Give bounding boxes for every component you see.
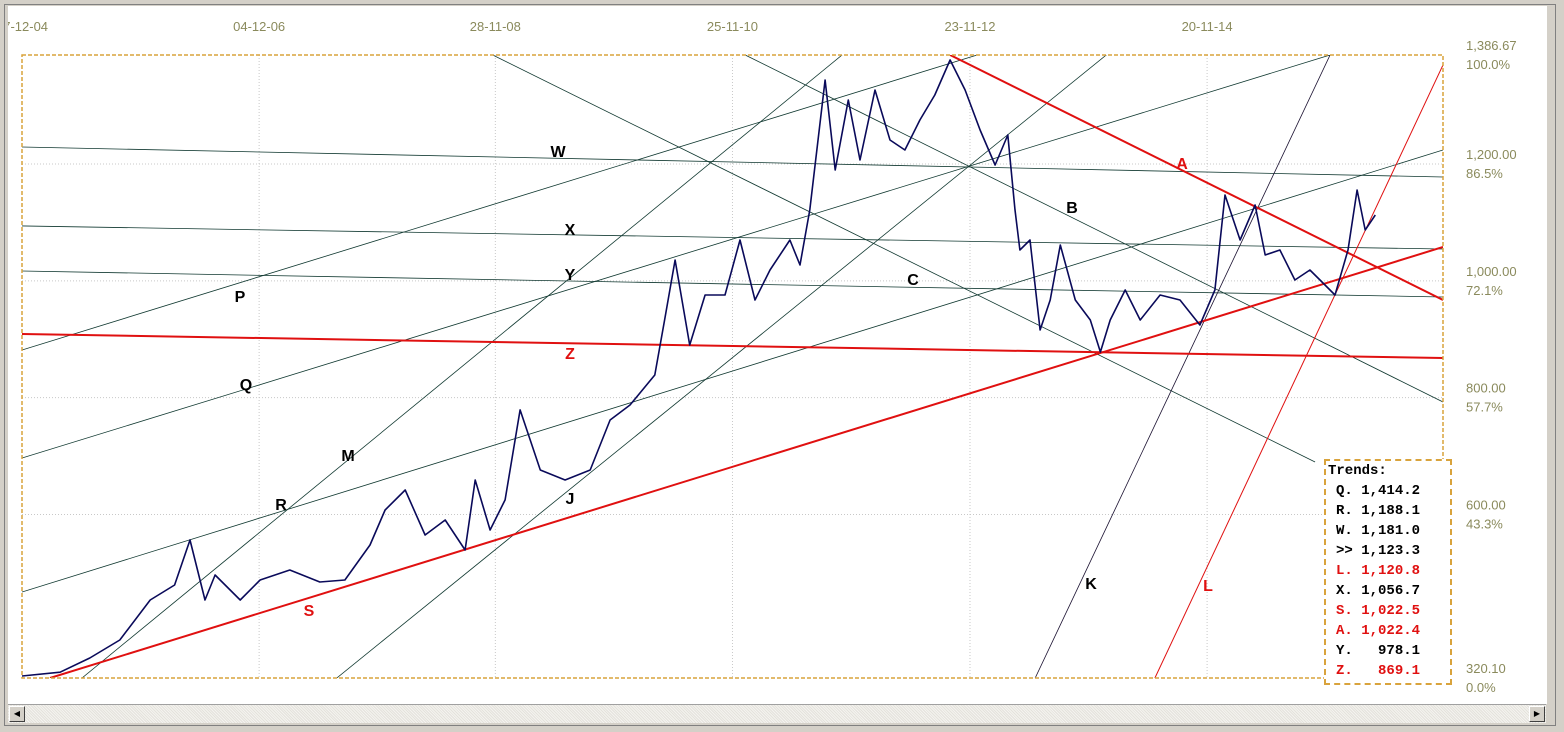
trend-row: Y. 978.1 [1328,641,1450,661]
trend-value: 1,188.1 [1352,503,1421,519]
trend-key: Z. [1336,663,1353,679]
trendline-label-q: Q [240,377,252,394]
y-tick-percent: 0.0% [1466,680,1496,695]
trendline-label-c: C [907,272,919,289]
trendline-label-z: Z [565,346,575,363]
trendline-r [22,149,1443,593]
vertical-splitter[interactable] [1546,6,1556,704]
trend-key: A. [1336,623,1353,639]
trend-row: W. 1,181.0 [1328,521,1450,541]
trend-row: >> 1,123.3 [1328,541,1450,561]
trendline-b [745,55,1443,403]
x-tick-label: 23-11-12 [944,19,995,34]
trend-value: 1,056.7 [1352,583,1421,599]
trendline-a [949,55,1443,301]
y-tick-label: 1,000.00 [1466,264,1517,279]
trendline-label-y: Y [565,267,576,284]
trend-row: R. 1,188.1 [1328,501,1450,521]
trendline-label-p: P [235,289,246,306]
trend-key: Q. [1336,483,1353,499]
trend-key: X. [1336,583,1353,599]
trendline-label-s: S [304,603,315,620]
trendline-label-j: J [566,491,575,508]
trend-key: L. [1336,563,1353,579]
trend-key: W. [1336,523,1353,539]
trendline-q [22,55,1331,459]
price-line [22,59,1376,677]
trendline-j [336,55,1107,678]
trendline-label-w: W [550,144,566,161]
y-tick-label: 1,386.67 [1466,38,1517,53]
trendline-label-k: K [1085,576,1097,593]
trend-key: S. [1336,603,1353,619]
trendlines [22,55,1443,678]
trend-value: 1,022.4 [1352,623,1421,639]
trendline-label-x: X [565,222,576,239]
y-axis: 1,386.67 100.0% 1,200.00 86.5% 1,000.00 72.1%… [1466,38,1517,695]
trendline-k [1034,55,1331,678]
trend-row: Q. 1,414.2 [1328,481,1450,501]
y-tick-label: 600.00 [1466,498,1506,513]
y-tick-percent: 57.7% [1466,400,1503,415]
trendline-m [81,55,843,678]
x-tick-label: 20-11-14 [1182,19,1233,34]
trend-value: 869.1 [1352,663,1421,679]
trendline-label-m: M [341,448,354,465]
price-chart: 07-12-04 04-12-06 28-11-08 25-11-10 23-11-12… [8,6,1546,704]
trend-value: 978.1 [1352,643,1421,659]
trendline-z [22,333,1443,360]
arrow-left-icon[interactable]: ◀ [9,706,25,722]
trend-value: 1,022.5 [1352,603,1421,619]
trendline-p [22,55,978,351]
trendline-label-a: A [1176,156,1188,173]
y-tick-label: 320.10 [1466,661,1506,676]
trends-title: Trends: [1328,463,1387,479]
trend-value: 1,181.0 [1352,523,1421,539]
trend-value: 1,414.2 [1352,483,1421,499]
trendline-l [1154,64,1443,678]
trendline-x [22,225,1443,250]
trend-row: X. 1,056.7 [1328,581,1450,601]
trend-row: Z. 869.1 [1328,661,1450,681]
y-tick-percent: 86.5% [1466,166,1503,181]
x-tick-label: 04-12-06 [233,19,285,34]
trend-key: R. [1336,503,1353,519]
trend-row: L. 1,120.8 [1328,561,1450,581]
trend-value: 1,120.8 [1352,563,1421,579]
arrow-right-icon[interactable]: ▶ [1529,706,1545,722]
y-tick-percent: 100.0% [1466,57,1511,72]
trend-key: >> [1336,543,1353,559]
trendline-y [22,270,1443,298]
trendline-label-l: L [1203,578,1213,595]
grid [22,55,1443,678]
x-tick-label: 07-12-04 [8,19,48,34]
trendline-s [49,246,1443,678]
trendline-c [492,55,1316,463]
trends-legend: Trends: Q. 1,414.2 R. 1,188.1 W. 1,181.0 >>… [1324,459,1452,685]
y-tick-percent: 43.3% [1466,517,1503,532]
x-tick-label: 28-11-08 [470,19,521,34]
trendline-labels: W X Y P Z Q M R J S A B C K L [235,144,1213,620]
trendline-w [22,146,1443,178]
trend-value: 1,123.3 [1352,543,1421,559]
plot-border [21,54,1444,679]
y-tick-percent: 72.1% [1466,283,1503,298]
trend-row: S. 1,022.5 [1328,601,1450,621]
horizontal-scrollbar[interactable]: ◀ ▶ [8,704,1546,723]
trendline-label-r: R [275,497,287,514]
trend-row: A. 1,022.4 [1328,621,1450,641]
x-axis: 07-12-04 04-12-06 28-11-08 25-11-10 23-11-12… [8,19,1233,34]
y-tick-label: 800.00 [1466,381,1506,396]
x-tick-label: 25-11-10 [707,19,758,34]
trendline-label-b: B [1066,200,1078,217]
y-tick-label: 1,200.00 [1466,147,1517,162]
trend-key: Y. [1336,643,1353,659]
